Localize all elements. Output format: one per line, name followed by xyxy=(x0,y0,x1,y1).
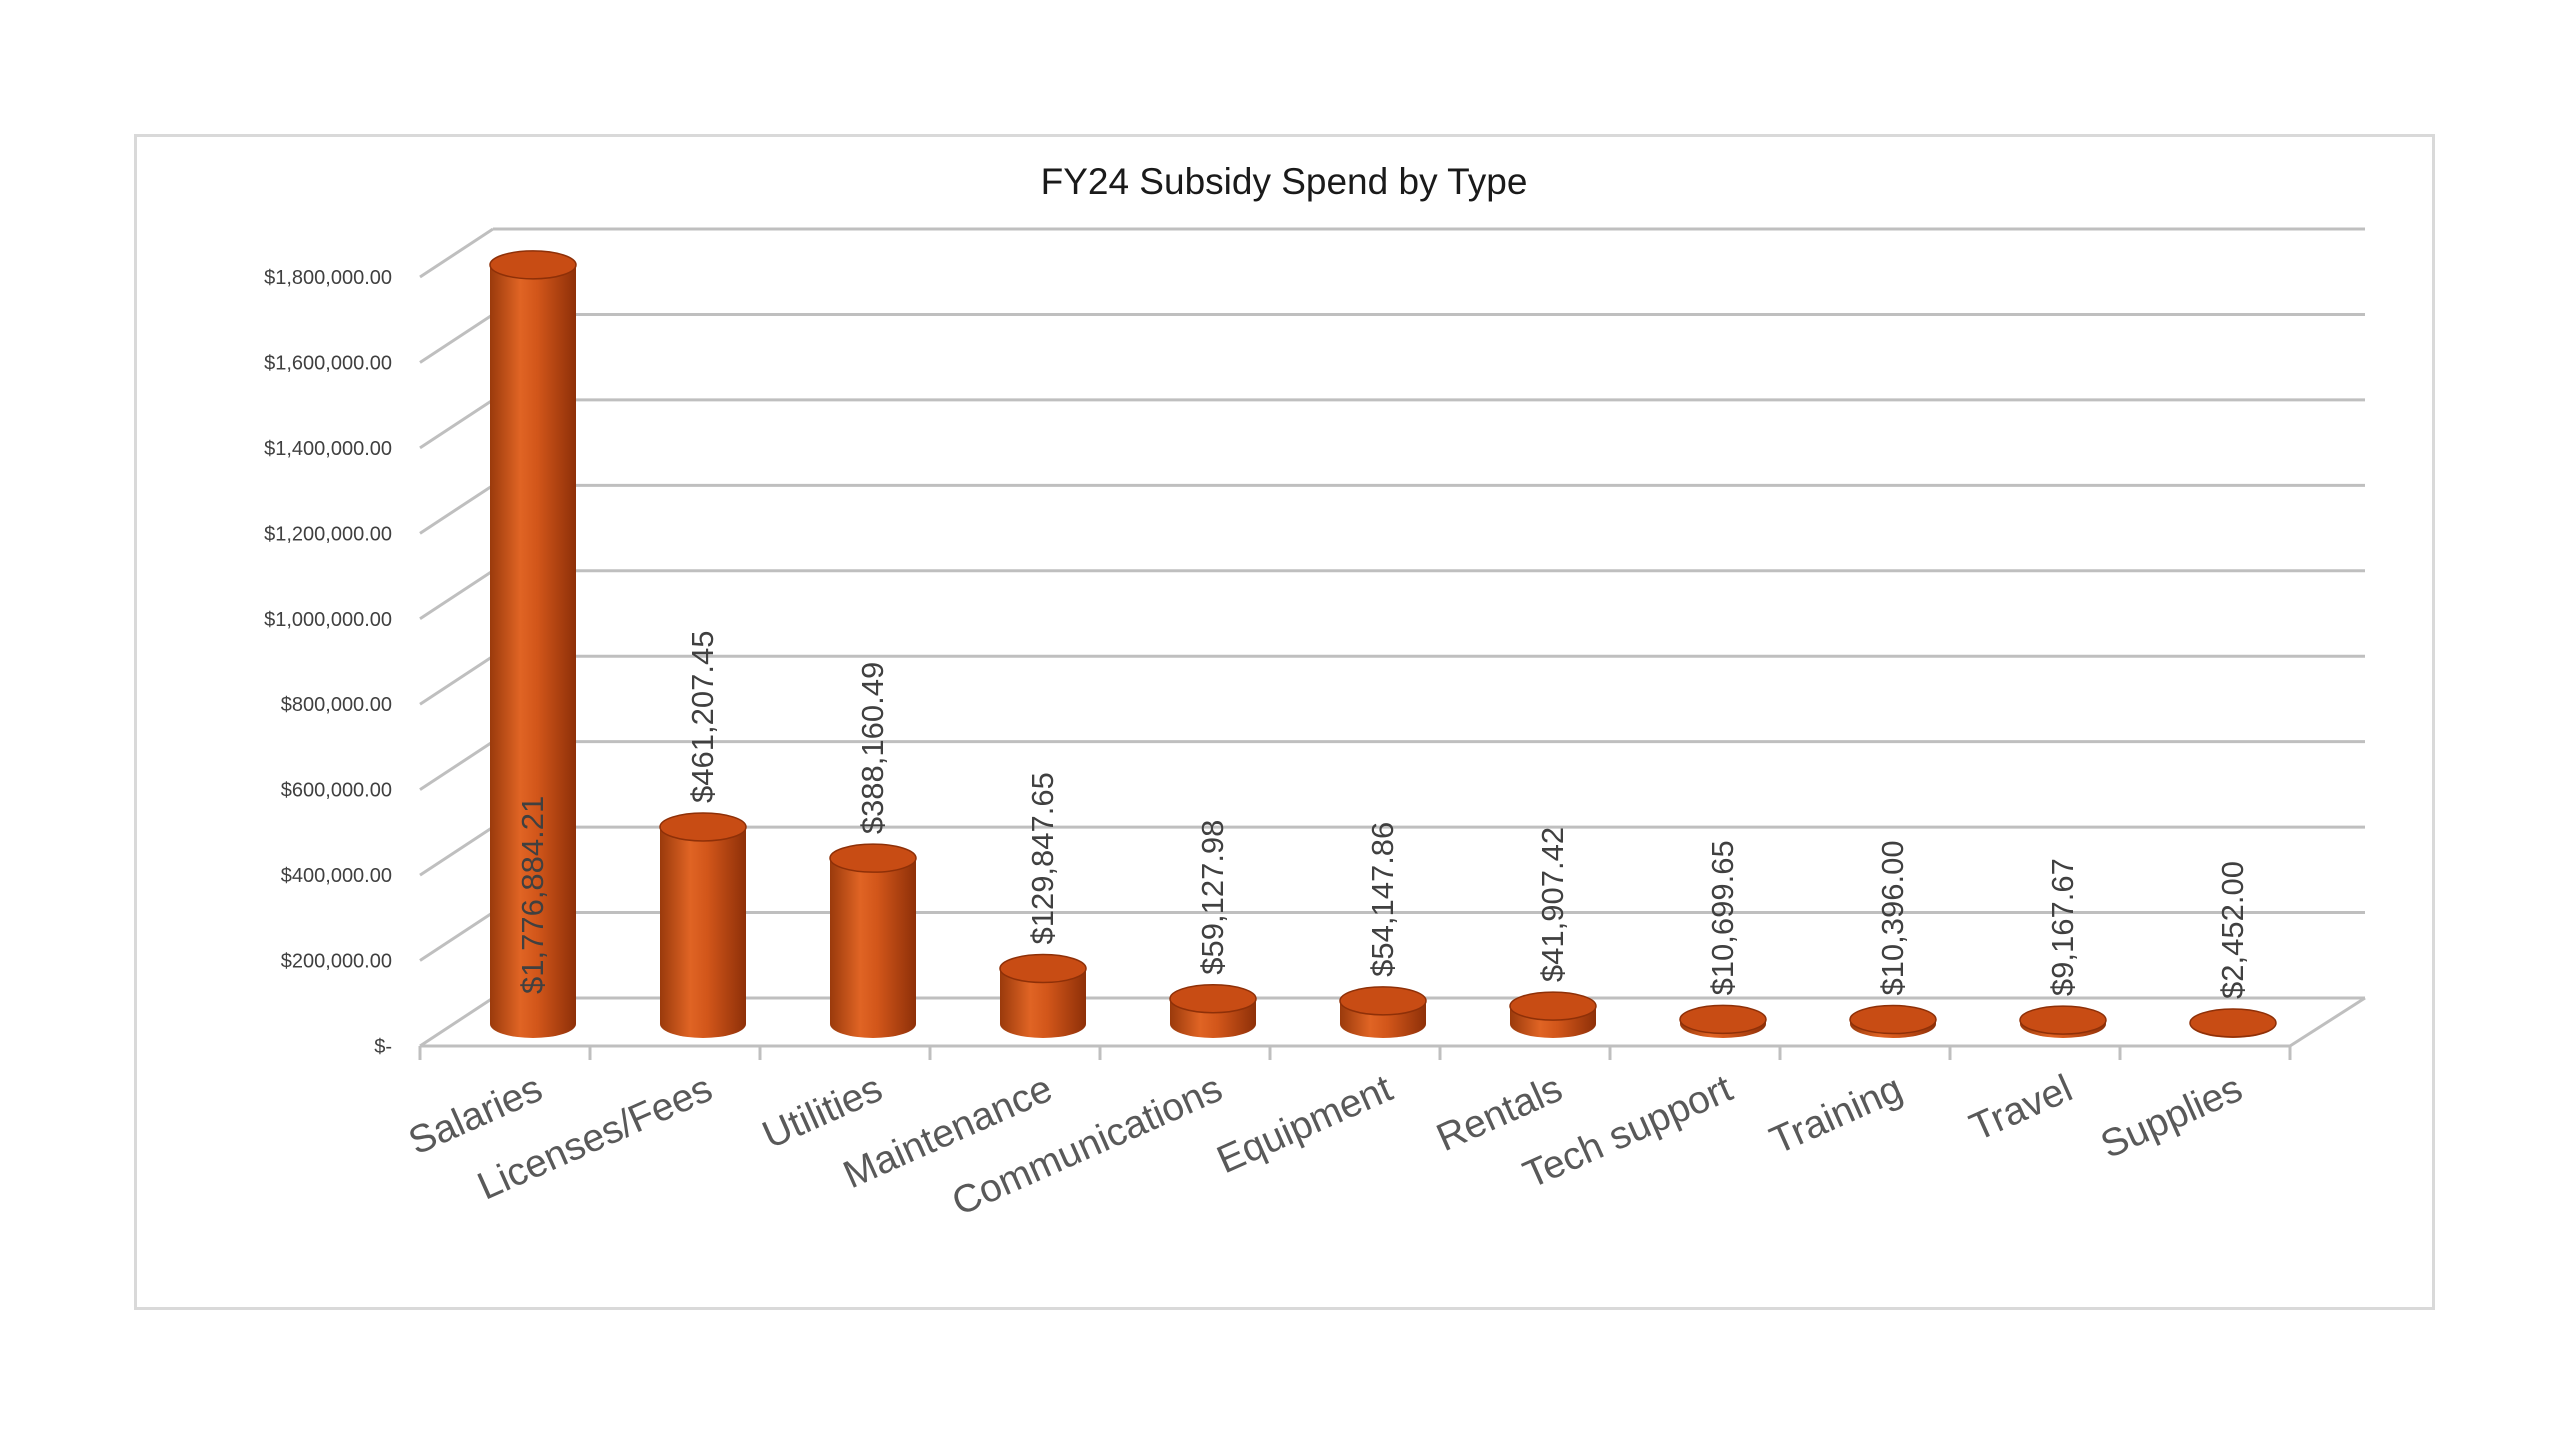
bar-top xyxy=(1679,1004,1767,1035)
y-tick-label: $1,200,000.00 xyxy=(264,523,392,545)
bar-top xyxy=(659,812,747,842)
bar-supplies xyxy=(2189,1008,2277,1038)
bar-top xyxy=(489,250,577,280)
bar-salaries xyxy=(489,250,577,1038)
data-labels: $1,776,884.21 $461,207.45 $388,160.49 $129,… xyxy=(515,631,2250,999)
y-tick-label: $1,600,000.00 xyxy=(264,352,392,374)
data-label: $461,207.45 xyxy=(685,631,720,803)
gridline-side xyxy=(419,227,494,279)
bar-travel xyxy=(2019,1005,2107,1038)
bar-rentals xyxy=(1509,991,1597,1038)
gridline-side xyxy=(419,996,494,1048)
bar-body xyxy=(1000,968,1086,1038)
data-label: $10,699.65 xyxy=(1705,840,1740,995)
y-tick-label: $1,800,000.00 xyxy=(264,267,392,289)
bar-top xyxy=(1339,986,1427,1016)
bar-top xyxy=(999,953,1087,984)
data-label: $10,396.00 xyxy=(1875,840,1910,995)
bar-top xyxy=(1509,991,1597,1021)
bar-licenses-fees xyxy=(659,812,747,1038)
data-label: $2,452.00 xyxy=(2215,861,2250,999)
gridline-side xyxy=(419,484,494,535)
bar-top xyxy=(2019,1005,2107,1035)
category-label: Travel xyxy=(1963,1067,2078,1150)
data-label: $1,776,884.21 xyxy=(515,796,550,994)
bar-body xyxy=(830,858,916,1038)
bar-body xyxy=(660,826,746,1038)
bar-training xyxy=(1849,1004,1937,1038)
bar-maintenance xyxy=(999,953,1087,1038)
chart-title: FY24 Subsidy Spend by Type xyxy=(1041,161,1528,202)
data-label: $41,907.42 xyxy=(1535,827,1570,982)
data-label: $388,160.49 xyxy=(855,662,890,834)
bar-body xyxy=(490,264,576,1038)
y-tick-label: $- xyxy=(374,1036,392,1058)
bars xyxy=(489,250,2277,1038)
y-tick-label: $1,000,000.00 xyxy=(264,609,392,631)
bar-top xyxy=(1849,1004,1937,1035)
y-axis-tick-labels: $- $200,000.00 $400,000.00 $600,000.00 $800,… xyxy=(264,267,392,1058)
data-label: $59,127.98 xyxy=(1195,820,1230,975)
floor-right-edge xyxy=(2289,996,2366,1048)
gridline-side xyxy=(419,740,494,791)
y-tick-label: $600,000.00 xyxy=(281,780,392,802)
data-label: $9,167.67 xyxy=(2045,858,2080,996)
category-label: Training xyxy=(1764,1067,1909,1163)
bar-equipment xyxy=(1339,986,1427,1038)
gridline-side xyxy=(419,398,494,450)
gridline-side xyxy=(419,313,494,364)
data-label: $54,147.86 xyxy=(1365,822,1400,977)
category-label: Equipment xyxy=(1211,1067,1399,1182)
gridlines xyxy=(418,227,2366,1060)
category-label: Supplies xyxy=(2094,1067,2248,1167)
bar-top xyxy=(2189,1008,2277,1038)
bar-top xyxy=(1169,983,1257,1014)
y-tick-label: $400,000.00 xyxy=(281,865,392,887)
y-tick-label: $200,000.00 xyxy=(281,951,392,973)
y-tick-label: $800,000.00 xyxy=(281,694,392,716)
bar-utilities xyxy=(829,843,917,1038)
bar-tech-support xyxy=(1679,1004,1767,1038)
gridline-side xyxy=(419,911,494,962)
bar-top xyxy=(829,843,917,873)
y-tick-label: $1,400,000.00 xyxy=(264,438,392,460)
gridline-side xyxy=(419,569,494,621)
data-label: $129,847.65 xyxy=(1025,772,1060,944)
gridline-side xyxy=(419,825,494,877)
gridline-side xyxy=(419,654,494,706)
bar-communications xyxy=(1169,983,1257,1038)
